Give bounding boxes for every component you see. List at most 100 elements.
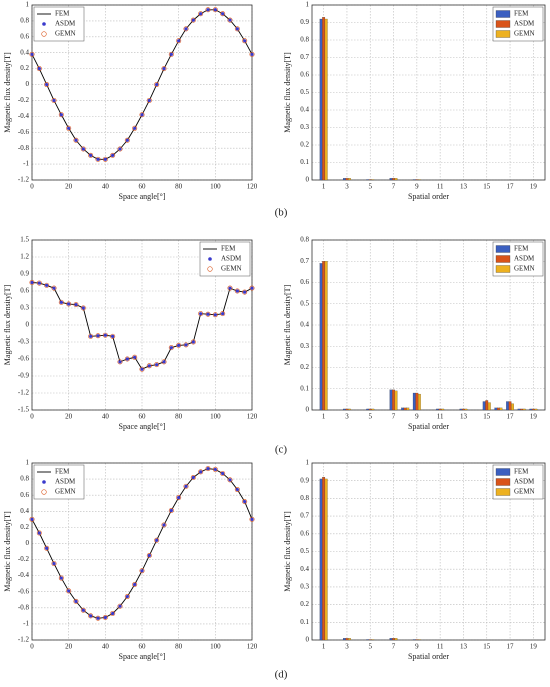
y-tick-label: 0.3 — [20, 304, 29, 312]
gemn-marker — [161, 522, 167, 528]
legend-label: FEM — [514, 10, 529, 18]
x-tick-label: 15 — [483, 643, 491, 651]
asdm-marker — [206, 8, 210, 12]
y-axis-label: Magnetic flux density[T] — [283, 511, 292, 592]
gemn-marker — [132, 125, 138, 131]
bar — [343, 638, 346, 641]
bar — [348, 638, 351, 641]
y-tick-label: 0.1 — [300, 158, 309, 166]
gemn-marker — [58, 299, 64, 305]
x-tick-label: 120 — [247, 183, 258, 191]
asdm-marker — [133, 582, 137, 587]
asdm-marker — [177, 39, 181, 43]
legend-label: FEM — [514, 468, 529, 476]
plot-frame — [311, 239, 546, 411]
gemn-marker — [183, 483, 189, 489]
asdm-marker — [103, 333, 107, 337]
bar — [418, 639, 421, 641]
gemn-marker — [88, 333, 94, 339]
x-tick-label: 60 — [139, 643, 147, 651]
asdm-marker — [221, 12, 225, 16]
gemn-marker — [44, 545, 50, 551]
gemn-marker — [44, 282, 50, 288]
gemn-marker — [66, 588, 72, 594]
asdm-marker — [199, 12, 203, 16]
y-tick-label: 1.5 — [20, 236, 29, 244]
plot-frame — [31, 462, 253, 641]
bar — [394, 178, 398, 181]
bar — [401, 407, 405, 411]
gemn-marker — [176, 495, 182, 501]
asdm-marker — [228, 478, 232, 482]
legend-swatch — [41, 31, 47, 37]
asdm-marker — [118, 604, 122, 608]
gemn-marker — [117, 603, 123, 609]
y-tick-label: 0.3 — [300, 123, 309, 131]
y-tick-label: 0.9 — [300, 476, 309, 484]
asdm-marker — [52, 561, 56, 566]
gemn-marker — [95, 333, 101, 339]
asdm-marker — [81, 608, 85, 612]
gemn-marker — [242, 499, 248, 505]
x-tick-label: 120 — [247, 643, 258, 651]
gemn-marker — [117, 146, 123, 152]
x-tick-label: 100 — [210, 413, 221, 421]
x-tick-label: 5 — [369, 183, 373, 191]
x-tick-label: 17 — [507, 183, 515, 191]
bar — [441, 408, 445, 411]
plot-frame — [311, 462, 546, 641]
asdm-marker — [74, 599, 78, 603]
x-axis-label: Spatial order — [408, 422, 449, 431]
bar — [415, 639, 419, 641]
y-tick-label: 0.3 — [300, 583, 309, 591]
asdm-marker — [191, 475, 195, 480]
y-tick-label: 0.4 — [300, 321, 309, 329]
asdm-marker — [177, 495, 181, 500]
y-tick-label: -0.3 — [18, 338, 30, 346]
x-tick-label: 20 — [65, 183, 73, 191]
bar — [522, 408, 526, 411]
y-tick-label: 0 — [26, 80, 30, 88]
y-tick-label: 0 — [26, 539, 30, 547]
gemn-marker — [117, 359, 123, 365]
asdm-marker — [111, 153, 115, 157]
y-tick-label: -1.2 — [18, 389, 30, 397]
asdm-marker — [162, 67, 166, 71]
bar — [412, 179, 416, 181]
gemn-marker — [161, 66, 167, 72]
asdm-marker — [37, 67, 41, 71]
y-tick-label: 0.7 — [300, 257, 309, 265]
bar — [371, 408, 375, 411]
gemn-marker — [190, 339, 196, 345]
asdm-marker — [155, 363, 159, 367]
bar — [508, 401, 512, 411]
x-tick-label: 20 — [65, 643, 73, 651]
asdm-marker — [52, 286, 56, 290]
asdm-marker — [133, 126, 137, 130]
x-tick-label: 100 — [210, 643, 221, 651]
x-tick-label: 11 — [437, 643, 444, 651]
asdm-marker — [74, 303, 78, 307]
x-tick-label: 7 — [392, 413, 396, 421]
bar — [389, 389, 393, 411]
gemn-marker — [190, 17, 196, 23]
bar — [343, 408, 346, 411]
y-tick-label: 0.4 — [20, 507, 29, 515]
legend-label: ASDM — [221, 255, 242, 263]
gemn-marker — [220, 11, 226, 17]
asdm-marker — [191, 18, 195, 22]
asdm-marker — [111, 334, 115, 338]
y-tick-label: 0.2 — [20, 523, 29, 531]
bar — [494, 407, 498, 411]
y-axis-label: Magnetic flux density[T] — [3, 284, 12, 365]
asdm-marker — [250, 517, 254, 521]
asdm-marker — [147, 364, 151, 368]
bar — [482, 401, 486, 411]
y-tick-label: 0.4 — [300, 565, 309, 573]
gemn-marker — [51, 97, 57, 103]
asdm-marker — [118, 147, 122, 151]
y-axis-label: Magnetic flux density[T] — [3, 511, 12, 592]
asdm-marker — [147, 553, 151, 558]
gemn-marker — [36, 66, 42, 72]
bar — [485, 400, 489, 411]
